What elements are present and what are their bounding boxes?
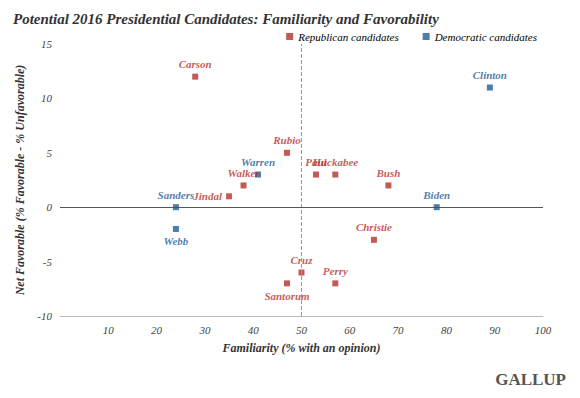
svg-text:Cruz: Cruz — [290, 254, 313, 266]
svg-text:50: 50 — [296, 324, 308, 336]
svg-text:Santorum: Santorum — [264, 290, 310, 302]
svg-text:40: 40 — [248, 324, 260, 336]
svg-text:Warren: Warren — [241, 156, 275, 168]
svg-text:Webb: Webb — [163, 235, 188, 247]
svg-text:Biden: Biden — [422, 189, 450, 201]
svg-text:Rubio: Rubio — [272, 134, 301, 146]
svg-text:-5: -5 — [43, 256, 53, 268]
svg-text:Christie: Christie — [356, 221, 392, 233]
svg-text:Democratic candidates: Democratic candidates — [434, 31, 537, 43]
svg-text:30: 30 — [198, 324, 211, 336]
svg-text:60: 60 — [344, 324, 356, 336]
svg-text:10: 10 — [41, 92, 53, 104]
svg-text:5: 5 — [47, 147, 53, 159]
svg-text:Familiarity (% with an opinion: Familiarity (% with an opinion) — [221, 341, 380, 355]
svg-text:Potential 2016 Presidential Ca: Potential 2016 Presidential Candidates: … — [13, 11, 439, 27]
svg-text:15: 15 — [41, 38, 53, 50]
svg-text:10: 10 — [103, 324, 115, 336]
svg-text:80: 80 — [441, 324, 453, 336]
svg-text:GALLUP: GALLUP — [495, 370, 566, 389]
svg-text:Walker: Walker — [227, 167, 260, 179]
svg-text:Huckabee: Huckabee — [311, 156, 358, 168]
svg-text:Republican candidates: Republican candidates — [297, 31, 399, 43]
svg-text:Sanders: Sanders — [158, 189, 195, 201]
svg-text:Perry: Perry — [323, 265, 348, 277]
svg-text:-10: -10 — [37, 310, 52, 322]
svg-text:20: 20 — [151, 324, 163, 336]
svg-text:Carson: Carson — [179, 58, 212, 70]
svg-text:Clinton: Clinton — [473, 69, 507, 81]
svg-text:90: 90 — [489, 324, 501, 336]
svg-text:Net Favorable (% Favorable - %: Net Favorable (% Favorable - % Unfavorab… — [13, 65, 27, 297]
svg-text:0: 0 — [47, 201, 53, 213]
svg-text:70: 70 — [393, 324, 405, 336]
svg-text:Bush: Bush — [376, 167, 401, 179]
svg-text:Jindal: Jindal — [192, 190, 223, 202]
svg-text:100: 100 — [535, 324, 552, 336]
